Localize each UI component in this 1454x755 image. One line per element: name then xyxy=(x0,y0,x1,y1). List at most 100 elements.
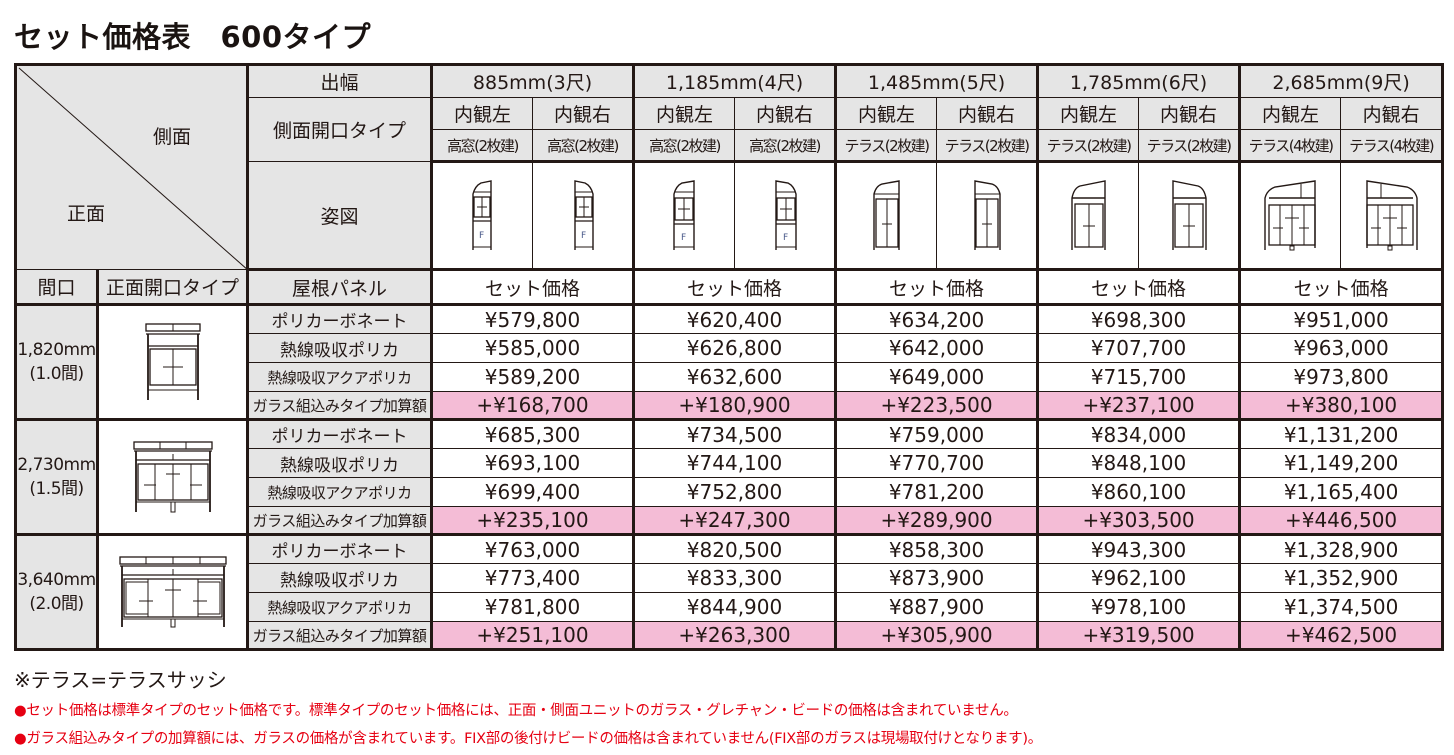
price-cell: ¥1,131,200 xyxy=(1239,419,1445,449)
price-cell: ¥833,300 xyxy=(633,563,838,593)
tall-window-left-icon: F xyxy=(672,179,695,250)
svg-text:F: F xyxy=(479,231,484,241)
price-cell: ¥943,300 xyxy=(1037,534,1242,564)
glass-addon-price: +¥251,100 xyxy=(430,621,636,651)
price-cell: ¥734,500 xyxy=(633,419,838,449)
glass-addon-price: +¥462,500 xyxy=(1239,621,1445,651)
price-cell: ¥963,000 xyxy=(1239,333,1445,363)
price-table: 側面 正面 出幅 885mm(3尺) 1,185mm(4尺) 1,485mm(5… xyxy=(14,63,1445,651)
price-cell: ¥973,800 xyxy=(1239,362,1445,392)
svg-text:F: F xyxy=(581,231,586,241)
maguchi-ken: (2.0間) xyxy=(29,594,84,614)
price-cell: ¥1,149,200 xyxy=(1239,448,1445,478)
price-cell: ¥649,000 xyxy=(835,362,1040,392)
side-figure-cell: F xyxy=(531,161,636,271)
glass-addon-price: +¥319,500 xyxy=(1037,621,1242,651)
price-cell: ¥962,100 xyxy=(1037,563,1242,593)
side-figure-cell xyxy=(1037,161,1140,271)
glass-addon-price: +¥237,100 xyxy=(1037,391,1242,421)
view-right: 内観右 xyxy=(1138,97,1242,130)
opening-type: テラス(2枚建) xyxy=(1037,129,1140,163)
maguchi-ken: (1.5間) xyxy=(29,479,84,499)
notes: ※テラス=テラスサッシ ●セット価格は標準タイプのセット価格です。標準タイプのセ… xyxy=(14,664,1444,755)
side-figure-cell xyxy=(936,161,1040,271)
glass-addon-note: ●ガラス組込みタイプの加算額には、ガラスの価格が含まれています。FIX部の後付け… xyxy=(14,731,1042,747)
price-cell: ¥626,800 xyxy=(633,333,838,363)
glass-addon-price: +¥168,700 xyxy=(430,391,636,421)
view-right: 内観右 xyxy=(531,97,636,130)
maguchi-mm: 2,730mm xyxy=(17,455,96,475)
price-cell: ¥978,100 xyxy=(1037,592,1242,622)
opening-type: テラス(2枚建) xyxy=(1138,129,1242,163)
price-cell: ¥642,000 xyxy=(835,333,1040,363)
price-cell: ¥848,100 xyxy=(1037,448,1242,478)
glass-addon-price: +¥380,100 xyxy=(1239,391,1445,421)
set-price-header: セット価格 xyxy=(1239,269,1445,306)
set-price-header: セット価格 xyxy=(430,269,636,306)
price-cell: ¥887,900 xyxy=(835,592,1040,622)
side-figure-cell xyxy=(835,161,938,271)
width-header-1485: 1,485mm(5尺) xyxy=(835,63,1040,98)
side-figure-cell: F xyxy=(633,161,736,271)
price-cell: ¥773,400 xyxy=(430,563,636,593)
price-cell: ¥620,400 xyxy=(633,304,838,334)
roof-panel-label: 熱線吸収アクアポリカ xyxy=(247,477,433,507)
price-cell: ¥579,800 xyxy=(430,304,636,334)
glass-addon-price: +¥247,300 xyxy=(633,506,838,536)
opening-type: 高窓(2枚建) xyxy=(734,129,838,163)
view-left: 内観左 xyxy=(633,97,736,130)
maguchi-cell: 1,820mm (1.0間) xyxy=(14,304,99,421)
opening-type: テラス(4枚建) xyxy=(1239,129,1342,163)
terrace-2-left-icon xyxy=(1070,179,1106,250)
price-cell: ¥759,000 xyxy=(835,419,1040,449)
price-cell: ¥844,900 xyxy=(633,592,838,622)
opening-type: テラス(2枚建) xyxy=(936,129,1040,163)
price-cell: ¥1,352,900 xyxy=(1239,563,1445,593)
roof-panel-label: ポリカーボネート xyxy=(247,534,433,564)
set-price-header: セット価格 xyxy=(835,269,1040,306)
glass-addon-price: +¥235,100 xyxy=(430,506,636,536)
width-header-1185: 1,185mm(4尺) xyxy=(633,63,838,98)
view-left: 内観左 xyxy=(835,97,938,130)
front-opening-header: 正面開口タイプ xyxy=(97,269,249,306)
terrace-4-right-icon xyxy=(1366,179,1418,250)
roof-panel-label: ポリカーボネート xyxy=(247,304,433,334)
side-figure-cell: F xyxy=(431,161,533,271)
view-right: 内観右 xyxy=(734,97,838,130)
opening-type: 高窓(2枚建) xyxy=(431,129,533,163)
roof-panel-label: 熱線吸収アクアポリカ xyxy=(247,362,433,392)
price-cell: ¥951,000 xyxy=(1239,304,1445,334)
view-left: 内観左 xyxy=(1037,97,1140,130)
roof-panel-label: 熱線吸収アクアポリカ xyxy=(247,592,433,622)
view-right: 内観右 xyxy=(936,97,1040,130)
price-cell: ¥873,900 xyxy=(835,563,1040,593)
figure-row-label: 姿図 xyxy=(247,161,433,271)
price-cell: ¥1,374,500 xyxy=(1239,592,1445,622)
price-cell: ¥820,500 xyxy=(633,534,838,564)
view-left: 内観左 xyxy=(1239,97,1342,130)
price-cell: ¥781,800 xyxy=(430,592,636,622)
corner-cell: 側面 正面 xyxy=(14,63,249,270)
price-cell: ¥715,700 xyxy=(1037,362,1242,392)
front-figure-cell xyxy=(97,534,249,651)
width-row-label: 出幅 xyxy=(247,63,433,98)
width-header-2685: 2,685mm(9尺) xyxy=(1239,63,1445,98)
side-opening-label: 側面開口タイプ xyxy=(247,97,433,162)
svg-text:F: F xyxy=(681,233,686,243)
front-figure-cell xyxy=(97,304,249,421)
front-4-panel-wide-icon xyxy=(118,556,227,628)
front-4-panel-icon xyxy=(132,441,213,513)
price-cell: ¥858,300 xyxy=(835,534,1040,564)
price-cell: ¥834,000 xyxy=(1037,419,1242,449)
width-header-885: 885mm(3尺) xyxy=(430,63,636,98)
side-figure-cell xyxy=(1340,161,1445,271)
tall-window-left-icon: F xyxy=(471,179,492,250)
roof-panel-label: 熱線吸収ポリカ xyxy=(247,563,433,593)
set-price-note: ●セット価格は標準タイプのセット価格です。標準タイプのセット価格には、正面・側面… xyxy=(14,703,1018,719)
opening-type: 高窓(2枚建) xyxy=(531,129,636,163)
maguchi-cell: 3,640mm (2.0間) xyxy=(14,534,99,651)
corner-front-label: 正面 xyxy=(67,203,106,225)
glass-addon-price: +¥289,900 xyxy=(835,506,1040,536)
terrace-4-left-icon xyxy=(1263,179,1316,250)
price-cell: ¥685,300 xyxy=(430,419,636,449)
